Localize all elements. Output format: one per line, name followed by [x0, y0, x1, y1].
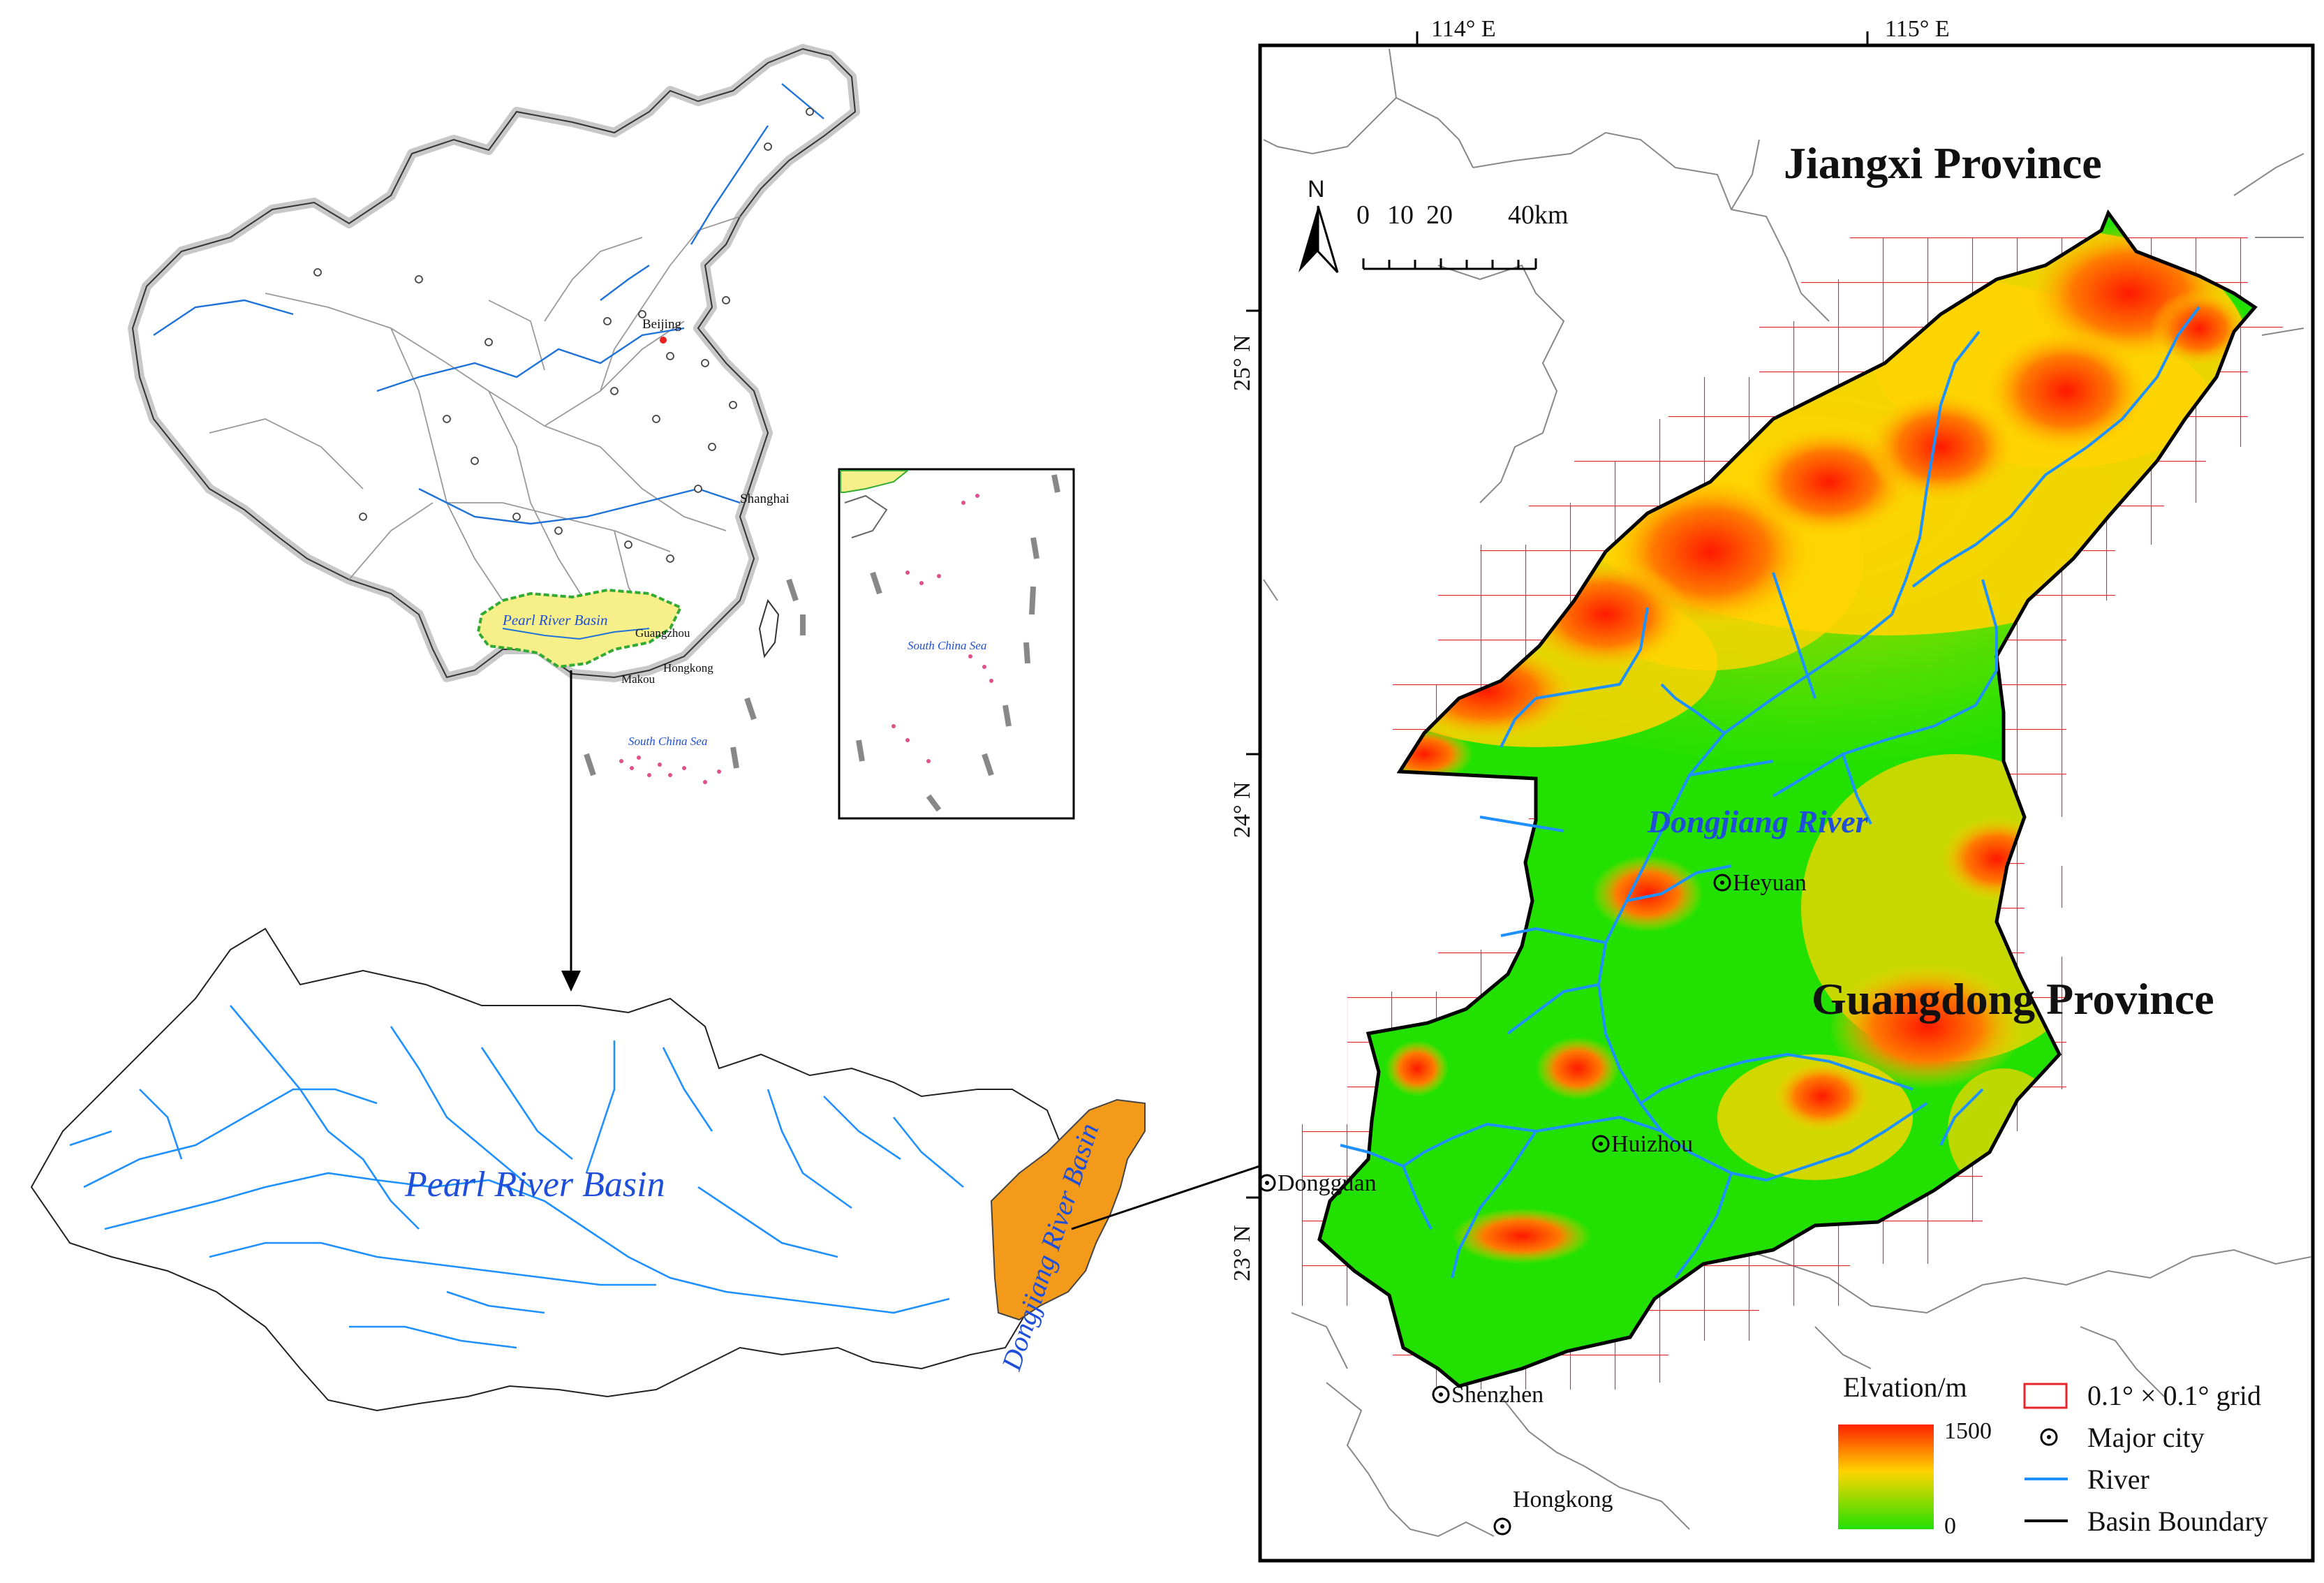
- axis-ticks: [1246, 31, 1869, 1199]
- pearl-basin-river: [502, 628, 650, 640]
- scale-label-20: 20: [1426, 200, 1453, 230]
- detail-rivers: [1340, 306, 2200, 1279]
- inset-coast: [844, 494, 888, 538]
- city-shenzhen: Shenzhen: [1432, 1382, 1544, 1408]
- lon-label-114: 114° E: [1431, 16, 1496, 42]
- south-china-sea-inset: South China Sea: [838, 468, 1075, 820]
- scale-label-0: 0: [1356, 200, 1370, 230]
- legend-elevation-title: Elvation/m: [1843, 1371, 1967, 1403]
- admin-lines: [1263, 48, 2311, 1538]
- arrow-head-down: [561, 971, 581, 992]
- province-label-guangdong: Guangdong Province: [1812, 974, 2214, 1024]
- pearl-river-basin-map: Pearl River Basin Dongjiang River Basin: [30, 927, 1368, 1412]
- map-legend: Elvation/m 1500 0 0.1° × 0.1° grid Major…: [1838, 1371, 2268, 1539]
- pearl-basin-rivers: [69, 1005, 964, 1349]
- north-arrow-letter: N: [1308, 176, 1325, 203]
- china-sea-label: South China Sea: [628, 735, 707, 748]
- sea-boundary-dashes: [584, 578, 806, 776]
- inset-frame: [838, 468, 1075, 820]
- island-markers: [619, 756, 721, 784]
- city-hongkong: Hongkong: [1493, 1487, 1613, 1536]
- river-label-dongjiang: Dongjiang River: [1647, 804, 1869, 839]
- legend-grid-label: 0.1° × 0.1° grid: [2087, 1380, 2261, 1411]
- scale-bar: 0 10 20 40km: [1356, 200, 1569, 270]
- pearl-basin-title: Pearl River Basin: [404, 1165, 665, 1205]
- inset-boundary-dashes: [856, 474, 1060, 812]
- scale-label-40: 40km: [1508, 200, 1569, 230]
- legend-city-label: Major city: [2087, 1422, 2205, 1453]
- inset-land: [840, 470, 910, 493]
- city-label-guangzhou: Guangzhou: [635, 626, 690, 640]
- inset-sea-label: South China Sea: [908, 639, 986, 652]
- legend-elevation-ramp: [1838, 1424, 1934, 1529]
- legend-river-label: River: [2087, 1464, 2149, 1495]
- city-label-hongkong: Hongkong: [663, 661, 713, 675]
- city-label-shenzhen: Shenzhen: [1451, 1382, 1544, 1408]
- city-label-hongkong-detail: Hongkong: [1513, 1487, 1613, 1512]
- china-outline-inner: [131, 47, 857, 679]
- china-basin-label: Pearl River Basin: [502, 612, 607, 628]
- province-boundaries: [209, 216, 741, 629]
- province-label-jiangxi: Jiangxi Province: [1784, 138, 2102, 188]
- legend-elevation-max: 1500: [1944, 1418, 1992, 1444]
- dongjiang-detail-map: 114° E 115° E 25° N 24° N 23° N N 0 10 2…: [1229, 16, 2315, 1563]
- city-dongguan: Dongguan: [1258, 1170, 1377, 1196]
- scale-label-10: 10: [1387, 200, 1414, 230]
- north-arrow: N: [1298, 176, 1339, 274]
- pearl-basin-highlight: [476, 588, 683, 669]
- city-label-shanghai: Shanghai: [740, 492, 790, 506]
- legend-city-symbol: [2040, 1428, 2058, 1446]
- city-label-huizhou: Huizhou: [1611, 1131, 1693, 1157]
- city-label-heyuan: Heyuan: [1733, 870, 1807, 896]
- legend-grid-swatch: [2023, 1383, 2068, 1409]
- lat-label-23: 23° N: [1229, 1225, 1255, 1281]
- legend-elevation-min: 0: [1944, 1513, 1956, 1539]
- lat-label-25: 25° N: [1229, 334, 1255, 391]
- city-label-beijing: Beijing: [642, 317, 681, 332]
- city-label-dongguan: Dongguan: [1278, 1170, 1377, 1196]
- lat-label-24: 24° N: [1229, 781, 1255, 838]
- city-label-makou: Makou: [621, 672, 656, 686]
- city-huizhou: Huizhou: [1592, 1131, 1693, 1157]
- dongjiang-subbasin: [990, 1098, 1146, 1321]
- legend-boundary-label: Basin Boundary: [2087, 1505, 2268, 1537]
- taiwan-island: [758, 598, 780, 658]
- beijing-marker: [660, 337, 667, 344]
- city-heyuan: Heyuan: [1713, 870, 1807, 896]
- lon-label-115: 115° E: [1885, 16, 1950, 42]
- china-city-points: [313, 108, 814, 563]
- inset-island-markers: [891, 494, 993, 763]
- china-overview-map: Beijing Shanghai Pearl River Basin Guang…: [128, 44, 860, 992]
